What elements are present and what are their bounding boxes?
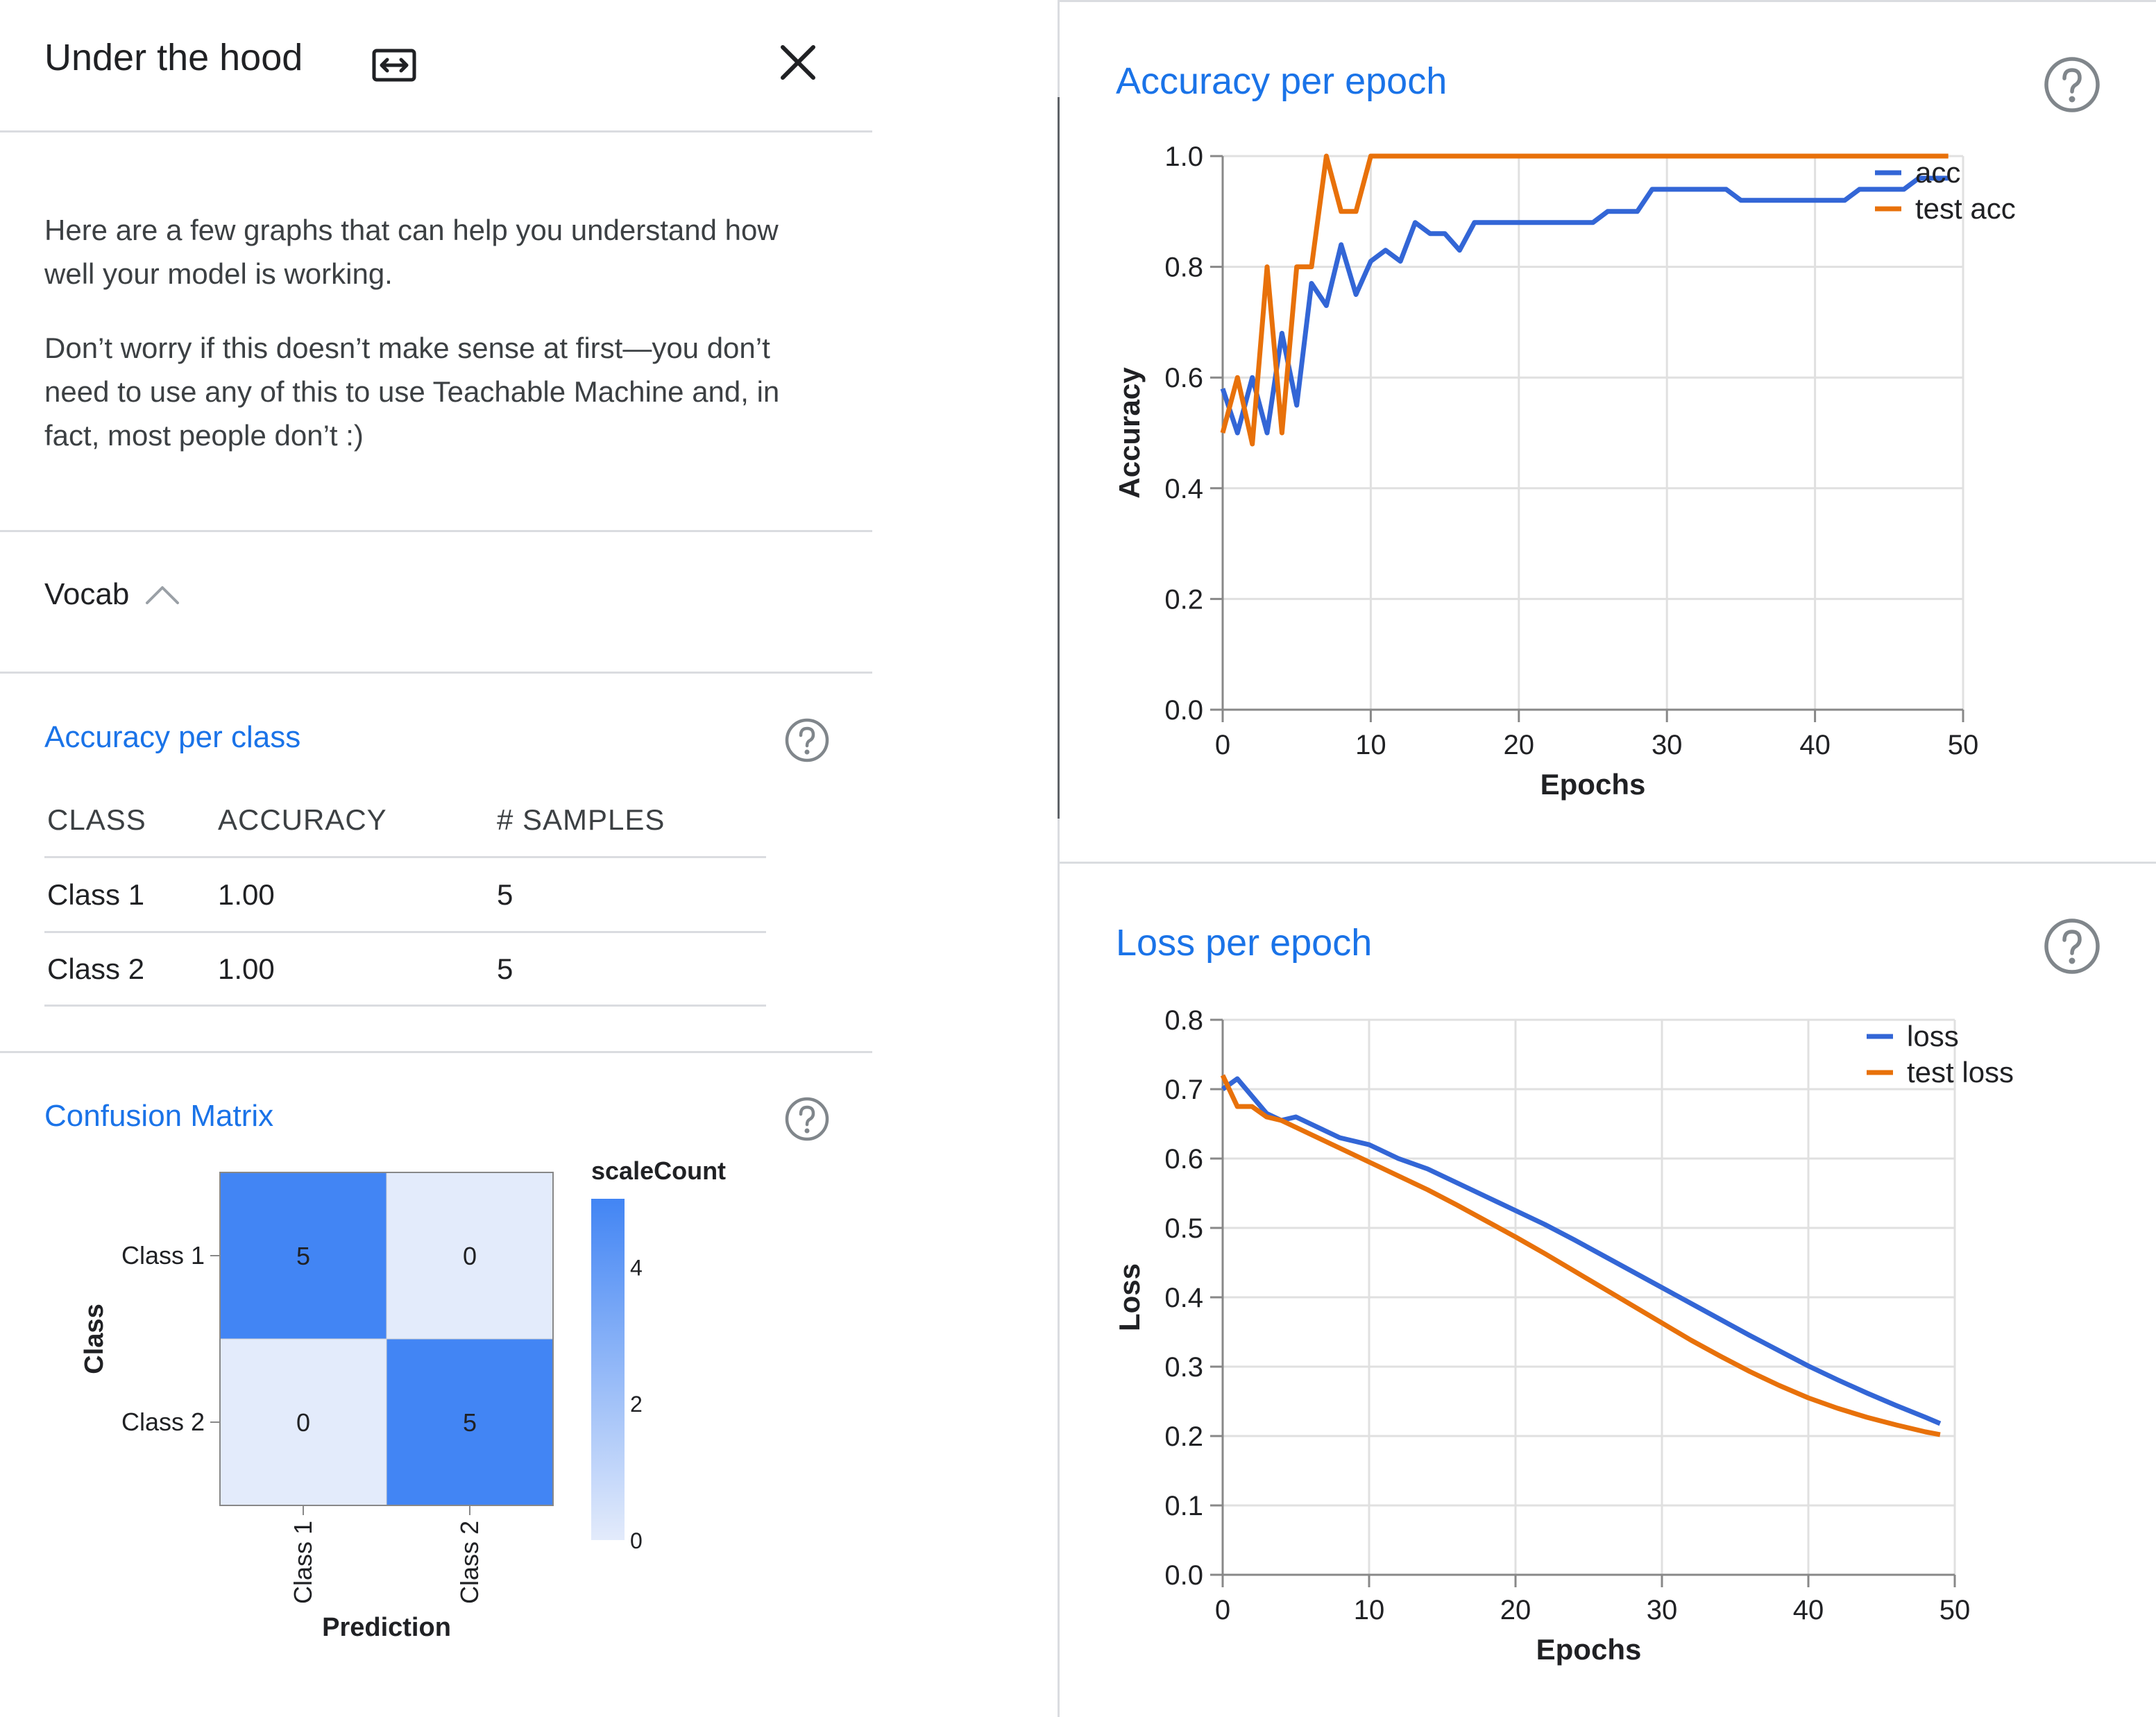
matrix-cell-value: 0 (296, 1408, 310, 1437)
y-axis-label: Class (80, 1304, 109, 1374)
accuracy-chart-title: Accuracy per epoch (1116, 60, 1448, 102)
column-label: Class 1 (289, 1521, 317, 1604)
y-tick-label: 0.8 (1164, 253, 1203, 283)
series-line-test-acc (1220, 153, 1949, 447)
color-scale-bar (591, 1199, 625, 1540)
panel-separator (1058, 0, 1060, 1717)
y-tick-label: 0.7 (1164, 1075, 1203, 1105)
row-samples: 5 (497, 953, 513, 985)
y-tick-label: 0.4 (1164, 1283, 1203, 1313)
y-tick-label: 0.0 (1164, 695, 1203, 726)
y-tick-label: 0.2 (1164, 584, 1203, 615)
row-label: Class 1 (121, 1241, 205, 1270)
y-tick-label: 0.0 (1164, 1560, 1203, 1591)
table-header-divider (44, 856, 766, 858)
matrix-cell (386, 1338, 554, 1506)
x-axis-label: Prediction (322, 1613, 451, 1642)
x-tick-label: 50 (1948, 730, 1979, 760)
y-tick-label: 0.3 (1164, 1352, 1203, 1383)
column-label: Class 2 (455, 1521, 484, 1604)
y-tick-label: 1.0 (1164, 142, 1203, 172)
table-row-divider (44, 1005, 766, 1007)
x-tick-label: 30 (1647, 1595, 1678, 1625)
x-axis-label: Epochs (1536, 1633, 1642, 1666)
accuracy-chart: 0.0 0.2 0.4 0.6 0.8 1.0 0 10 20 30 40 50 Epochs Accur… (1113, 142, 2016, 801)
legend-tick-label: 2 (630, 1392, 643, 1417)
y-axis-label: Loss (1113, 1263, 1146, 1331)
matrix-cell (219, 1172, 387, 1340)
matrix-frame (219, 1172, 554, 1506)
y-tick-label: 0.4 (1164, 474, 1203, 504)
legend-label: loss (1907, 1020, 1959, 1052)
x-tick-label: 0 (1215, 730, 1230, 760)
expand-horizontal-icon[interactable] (372, 49, 416, 82)
panel-title: Under the hood (44, 37, 303, 78)
legend-label: acc (1915, 156, 1960, 189)
x-axis-label: Epochs (1540, 768, 1646, 801)
confusion-matrix-title: Confusion Matrix (44, 1099, 274, 1133)
loss-chart: 0.0 0.1 0.2 0.3 0.4 0.5 0.6 0.7 0.8 0 10 20 30 40 50 Ep… (1113, 1005, 2014, 1666)
vocab-divider (0, 672, 872, 674)
column-header-accuracy: ACCURACY (218, 803, 387, 836)
help-icon[interactable] (784, 717, 830, 763)
intro-divider (0, 530, 872, 532)
help-icon[interactable] (784, 1096, 830, 1142)
column-header-samples: # SAMPLES (497, 803, 665, 836)
help-icon[interactable] (2043, 55, 2101, 114)
vocab-label: Vocab (44, 577, 130, 611)
row-samples: 5 (497, 878, 513, 911)
row-class: Class 1 (47, 878, 145, 911)
close-icon[interactable] (777, 42, 819, 83)
series-line-loss (1221, 1076, 1942, 1426)
series-line-acc (1220, 176, 1949, 436)
help-icon[interactable] (2043, 917, 2101, 975)
x-tick-label: 40 (1799, 730, 1831, 760)
y-axis-label: Accuracy (1113, 367, 1146, 499)
column-header-class: CLASS (47, 803, 146, 836)
row-class: Class 2 (47, 953, 145, 985)
y-tick-label: 0.1 (1164, 1491, 1203, 1521)
table-row-divider (44, 931, 766, 933)
x-tick-label: 50 (1939, 1595, 1971, 1625)
header-divider (0, 130, 872, 133)
x-tick-label: 30 (1652, 730, 1683, 760)
vocab-toggle[interactable]: Vocab (44, 577, 180, 612)
y-tick-label: 0.2 (1164, 1421, 1203, 1452)
loss-chart-title: Loss per epoch (1116, 922, 1373, 964)
y-tick-label: 0.8 (1164, 1005, 1203, 1036)
row-accuracy: 1.00 (218, 878, 275, 911)
panel-separator-dark (1058, 97, 1060, 819)
x-tick-label: 40 (1793, 1595, 1824, 1625)
matrix-cell-value: 5 (463, 1408, 477, 1437)
accuracy-per-class-title: Accuracy per class (44, 720, 301, 754)
top-border (1060, 0, 2156, 2)
table-section-divider (0, 1051, 872, 1053)
matrix-cell (386, 1172, 554, 1340)
y-tick-label: 0.6 (1164, 363, 1203, 393)
x-tick-label: 0 (1215, 1595, 1230, 1625)
card-divider (1060, 862, 2156, 864)
x-tick-label: 20 (1504, 730, 1535, 760)
legend-label: test acc (1915, 192, 2016, 225)
row-label: Class 2 (121, 1408, 205, 1436)
matrix-cell-value: 5 (296, 1242, 310, 1270)
x-tick-label: 10 (1354, 1595, 1385, 1625)
intro-paragraph-2: Don’t worry if this doesn’t make sense a… (44, 332, 780, 452)
legend-tick-label: 0 (630, 1528, 643, 1553)
series-line-test-loss (1220, 1074, 1941, 1437)
legend-tick-label: 4 (630, 1255, 643, 1280)
x-tick-label: 20 (1500, 1595, 1531, 1625)
chevron-up-icon (146, 586, 180, 604)
row-accuracy: 1.00 (218, 953, 275, 985)
legend-title: scaleCount (591, 1156, 726, 1185)
y-tick-label: 0.5 (1164, 1213, 1203, 1244)
intro-paragraph-1: Here are a few graphs that can help you … (44, 214, 779, 290)
legend-label: test loss (1907, 1056, 2014, 1088)
matrix-cell-value: 0 (463, 1242, 477, 1270)
y-tick-label: 0.6 (1164, 1144, 1203, 1174)
x-tick-label: 10 (1355, 730, 1386, 760)
